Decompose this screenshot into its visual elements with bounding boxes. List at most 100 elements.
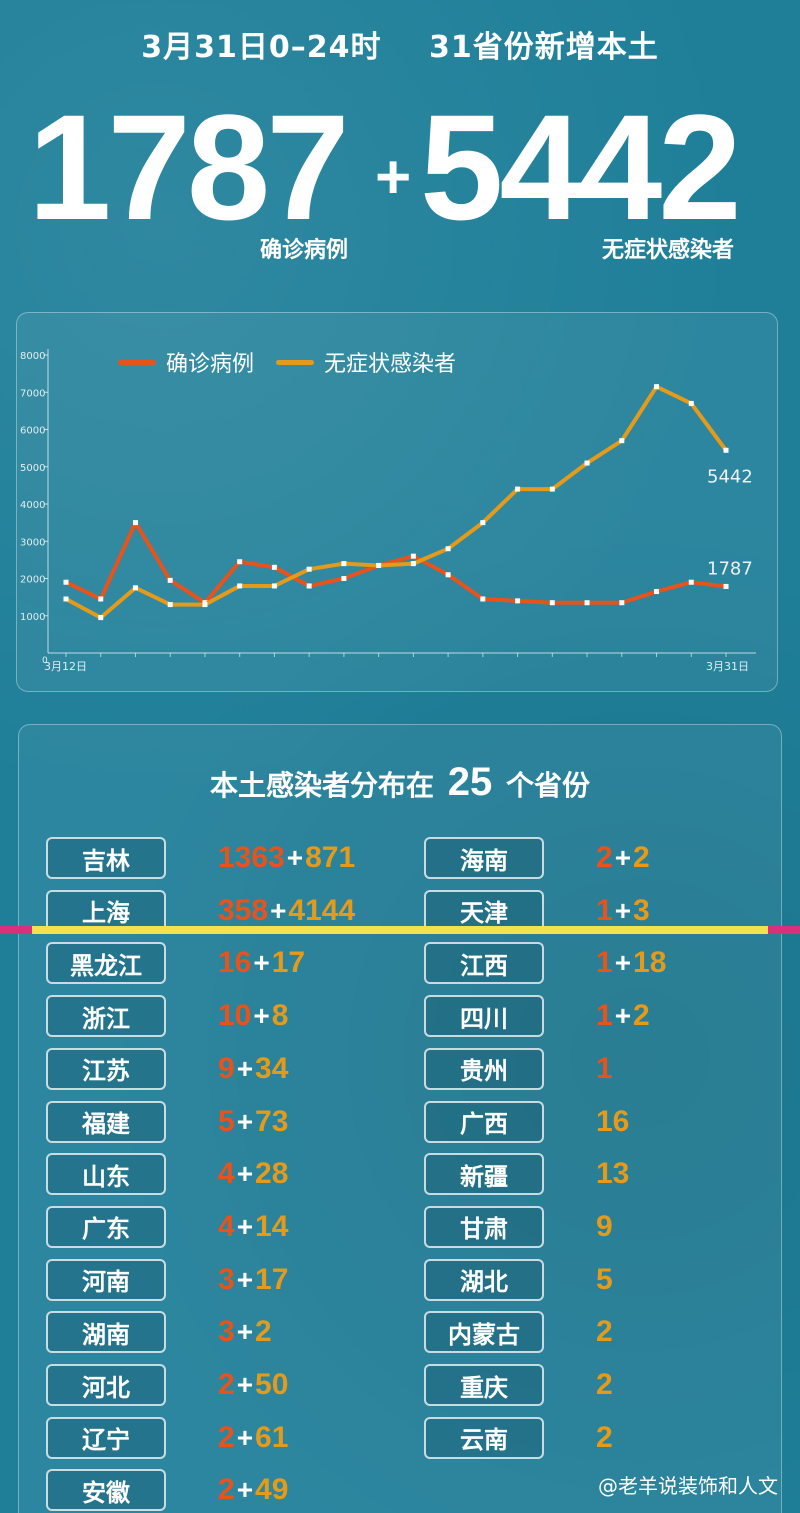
- province-name: 河北: [46, 1364, 166, 1406]
- province-row: 河北 2+50: [46, 1363, 288, 1407]
- province-values: 9+34: [218, 1052, 288, 1086]
- province-name: 新疆: [424, 1153, 544, 1196]
- plus-sign: +: [286, 842, 304, 873]
- asymptomatic-count: 2: [596, 1368, 613, 1401]
- province-name: 上海: [46, 889, 166, 932]
- table-title: 本土感染者分布在 25 个省份: [0, 760, 800, 805]
- province-name: 湖南: [46, 1311, 166, 1354]
- asymptomatic-count: 2: [596, 1315, 613, 1349]
- province-values: 1+3: [596, 894, 650, 928]
- confirmed-count: 1363: [218, 841, 285, 874]
- plus-sign: +: [236, 1105, 254, 1137]
- province-row: 浙江 10+8: [46, 994, 288, 1038]
- plus-sign: +: [270, 894, 287, 926]
- plus-sign: +: [614, 894, 632, 926]
- province-row: 福建 5+73: [46, 1100, 288, 1144]
- province-row: 河南 3+17: [46, 1258, 288, 1302]
- confirmed-count: 1: [596, 1051, 613, 1085]
- plus-sign: +: [236, 1263, 254, 1295]
- confirmed-count: 2: [218, 1368, 235, 1401]
- plus-sign: +: [614, 1000, 632, 1032]
- legend-item-asymptomatic: 无症状感染者: [276, 346, 456, 378]
- province-row: 内蒙古 2: [424, 1310, 613, 1354]
- province-row: 重庆 2: [424, 1363, 613, 1407]
- plus-sign: +: [614, 947, 632, 979]
- province-row: 甘肃 9: [424, 1205, 613, 1249]
- province-name: 贵州: [424, 1047, 544, 1090]
- province-values: 4+28: [218, 1157, 288, 1191]
- province-row: 江苏 9+34: [46, 1047, 288, 1091]
- asymptomatic-count: 5: [596, 1262, 613, 1296]
- province-name: 湖北: [424, 1258, 544, 1301]
- province-values: 2+50: [218, 1368, 288, 1402]
- confirmed-count: 358: [218, 893, 269, 927]
- plus-sign: +: [253, 947, 270, 979]
- asymptomatic-count: 18: [633, 946, 667, 980]
- plus-sign: +: [253, 1000, 270, 1032]
- asymptomatic-count: 50: [255, 1368, 289, 1401]
- plus-sign: +: [614, 842, 632, 873]
- confirmed-count: 16: [218, 946, 252, 980]
- province-name: 安徽: [46, 1469, 166, 1512]
- legend-swatch-asymptomatic: [276, 359, 315, 365]
- province-name: 云南: [424, 1416, 544, 1459]
- province-values: 2: [596, 1421, 613, 1455]
- asymptomatic-label: 无症状感染者: [602, 238, 735, 263]
- asymptomatic-count: 2: [633, 999, 650, 1033]
- plus-sign: +: [375, 143, 412, 212]
- province-values: 10+8: [218, 999, 288, 1033]
- province-values: 13: [596, 1157, 629, 1191]
- province-row: 湖南 3+2: [46, 1310, 272, 1354]
- asymptomatic-count: 8: [271, 999, 289, 1033]
- confirmed-count: 1: [596, 999, 613, 1033]
- province-name: 海南: [424, 837, 544, 879]
- asymptomatic-count: 3: [633, 893, 650, 927]
- asymptomatic-count: 9: [596, 1209, 613, 1243]
- confirmed-count: 5: [218, 1104, 235, 1138]
- province-name: 浙江: [46, 995, 166, 1038]
- asymptomatic-count: 2: [596, 1420, 613, 1454]
- headline: 3月31日0–24时 31省份新增本土: [0, 22, 800, 66]
- province-row: 山东 4+28: [46, 1152, 288, 1196]
- province-values: 2: [596, 1315, 613, 1349]
- province-name: 山东: [46, 1153, 166, 1196]
- legend-label-asymptomatic: 无症状感染者: [324, 352, 457, 377]
- legend-swatch-confirmed: [118, 359, 156, 365]
- province-values: 2: [596, 1368, 613, 1402]
- asymptomatic-count: 17: [271, 946, 306, 980]
- province-name: 江西: [424, 942, 544, 985]
- asymptomatic-count: 13: [596, 1157, 630, 1191]
- province-row: 上海 358+4144: [46, 889, 355, 933]
- table-title-prefix: 本土感染者分布在: [209, 769, 434, 802]
- province-values: 1: [596, 1052, 613, 1086]
- table-title-suffix: 个省份: [506, 769, 591, 802]
- legend-item-confirmed: 确诊病例: [118, 346, 254, 378]
- plus-sign: +: [236, 1210, 254, 1242]
- asymptomatic-count: 2: [633, 841, 650, 874]
- province-row: 安徽 2+49: [46, 1468, 288, 1512]
- asymptomatic-count: 871: [305, 841, 356, 874]
- province-row: 海南 2+2: [424, 836, 650, 880]
- province-row: 黑龙江 16+17: [46, 941, 305, 985]
- province-row: 辽宁 2+61: [46, 1416, 288, 1460]
- province-values: 2+61: [218, 1421, 288, 1455]
- legend-label-confirmed: 确诊病例: [166, 352, 255, 377]
- province-row: 广东 4+14: [46, 1205, 288, 1249]
- province-row: 江西 1+18: [424, 941, 666, 985]
- province-values: 3+17: [218, 1263, 288, 1297]
- province-name: 福建: [46, 1100, 166, 1143]
- province-name: 甘肃: [424, 1205, 544, 1248]
- plus-sign: +: [236, 1158, 254, 1190]
- province-row: 广西 16: [424, 1100, 629, 1144]
- chart-legend: 确诊病例 无症状感染者: [118, 346, 478, 378]
- province-name: 广西: [424, 1100, 544, 1143]
- confirmed-label: 确诊病例: [260, 238, 349, 263]
- asymptomatic-total: 5442: [420, 83, 742, 251]
- confirmed-count: 10: [218, 999, 252, 1033]
- province-row: 贵州 1: [424, 1047, 613, 1091]
- asymptomatic-count: 16: [596, 1104, 630, 1138]
- table-title-count: 25: [447, 760, 493, 804]
- confirmed-count: 1: [596, 946, 613, 980]
- province-values: 2+49: [218, 1473, 288, 1507]
- asymptomatic-count: 17: [255, 1262, 289, 1296]
